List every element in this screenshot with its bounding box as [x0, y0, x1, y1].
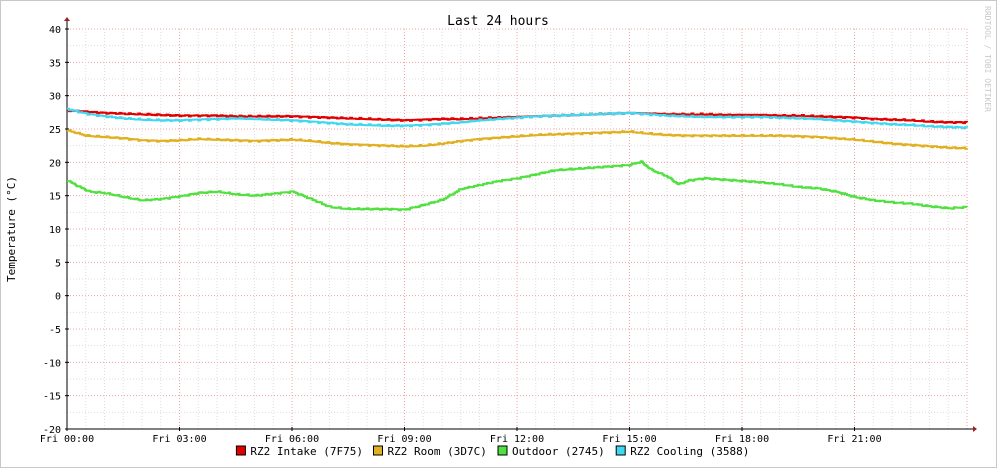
y-tick-label: -20	[43, 425, 61, 436]
series-line	[67, 160, 968, 212]
legend-swatch	[615, 445, 626, 456]
y-tick-label: -5	[49, 325, 61, 336]
y-axis-arrow	[64, 17, 70, 21]
y-tick-label: 20	[49, 158, 61, 169]
x-tick-label: Fri 09:00	[377, 434, 431, 445]
legend-label: RZ2 Room (3D7C)	[388, 445, 487, 458]
y-tick-label: 35	[49, 58, 61, 69]
legend-swatch	[373, 445, 383, 456]
x-tick-label: Fri 15:00	[602, 434, 656, 445]
legend-label: RZ2 Cooling (3588)	[630, 445, 749, 458]
series-line	[67, 107, 968, 130]
y-tick-label: 5	[55, 258, 61, 269]
y-tick-label: -10	[43, 358, 61, 369]
y-tick-label: 25	[49, 125, 61, 136]
legend-label: RZ2 Intake (7F75)	[250, 445, 363, 458]
grid-lines	[66, 28, 968, 430]
x-tick-label: Fri 06:00	[265, 434, 319, 445]
legend: RZ2 Intake (7F75) RZ2 Room (3D7C) Outdoor …	[235, 445, 749, 458]
axes	[64, 17, 977, 432]
legend-swatch	[497, 445, 508, 456]
x-tick-label: Fri 21:00	[827, 434, 881, 445]
series-line	[67, 129, 968, 150]
series-lines	[67, 107, 968, 212]
x-tick-label: Fri 00:00	[40, 434, 94, 445]
y-tick-label: 0	[55, 292, 61, 303]
y-axis-label: Temperature (°C)	[5, 176, 18, 282]
y-tick-label: -15	[43, 392, 61, 403]
legend-label: Outdoor (2745)	[512, 445, 605, 458]
x-tick-label: Fri 18:00	[715, 434, 769, 445]
x-tick-label: Fri 03:00	[152, 434, 206, 445]
y-tick-label: 30	[49, 92, 61, 103]
x-axis-arrow	[973, 426, 977, 432]
legend-swatch	[235, 445, 246, 456]
y-tick-label: 10	[49, 225, 61, 236]
y-tick-label: 15	[49, 192, 61, 203]
x-tick-label: Fri 12:00	[490, 434, 544, 445]
y-tick-label: 40	[49, 25, 61, 36]
chart-title: Last 24 hours	[447, 14, 549, 29]
rrdtool-watermark: RRDTOOL / TOBI OETIKER	[983, 6, 992, 112]
